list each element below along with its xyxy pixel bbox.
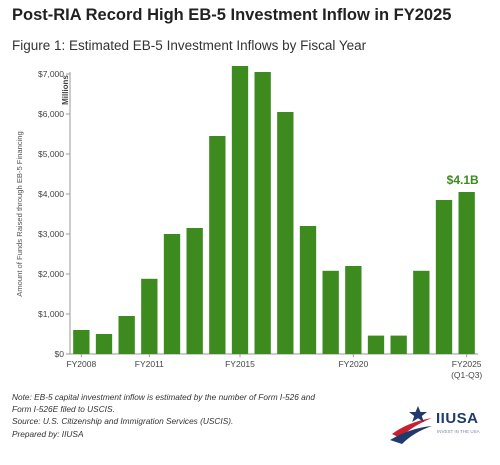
prepared-by-line: Prepared by: IIUSA [12, 428, 84, 439]
x-tick-label: FY2020 [338, 359, 368, 369]
y-tick-label: $6,000 [38, 109, 64, 119]
bar-fy2017 [277, 112, 294, 354]
y-tick-label: $0 [55, 349, 65, 359]
y-tick-label: $5,000 [38, 149, 64, 159]
bar-fy2021 [367, 335, 385, 354]
bar-fy2012 [163, 234, 181, 354]
chart-title: Post-RIA Record High EB-5 Investment Inf… [12, 6, 452, 24]
bar-fy2018 [299, 226, 317, 354]
note-line: Note: EB-5 capital investment inflow is … [12, 392, 315, 402]
x-tick-label: FY2015 [225, 359, 255, 369]
bar-fy2022 [390, 335, 407, 354]
x-tick-label: FY2025 [452, 359, 482, 369]
bar-fy2020 [345, 266, 362, 354]
bar-fy2023 [413, 270, 430, 354]
x-tick-label: FY2008 [66, 359, 96, 369]
bar-chart: $0 $1,000 $2,000 $3,000 $4,000 $5,000 $6,000 $7… [15, 66, 482, 380]
bar-fy2011 [141, 278, 158, 354]
y-tick-label: $7,000 [38, 69, 64, 79]
logo-wordmark: IIUSA [436, 410, 479, 427]
chart-notes: Note: EB-5 capital investment inflow is … [12, 391, 392, 440]
y-tick-label: $4,000 [38, 189, 64, 199]
bar-fy2009 [95, 334, 113, 354]
bar-fy2024 [435, 200, 453, 354]
y-unit-label: Millions [61, 75, 70, 105]
y-tick-label: $1,000 [38, 309, 64, 319]
star-swoosh-icon [390, 406, 432, 444]
x-tick-label: FY2011 [135, 359, 164, 369]
y-tick-label: $2,000 [38, 269, 64, 279]
source-line: Source: U.S. Citizenship and Immigration… [12, 416, 234, 427]
note-line: Form I-526E filed to USCIS. [12, 404, 115, 415]
bar-fy2008 [73, 330, 90, 354]
bar-fy2016 [254, 72, 271, 354]
bar-fy2015 [231, 66, 249, 354]
y-tick-label: $3,000 [38, 229, 64, 239]
bar-fy2010 [118, 316, 135, 354]
iiusa-logo: IIUSA INVEST IN THE USA [388, 404, 496, 446]
bar-fy2019 [322, 270, 339, 354]
chart-subtitle: Figure 1: Estimated EB-5 Investment Infl… [12, 38, 367, 53]
bar-fy2013 [186, 228, 203, 354]
value-annotation: $4.1B [447, 173, 479, 187]
bar-fy2014 [209, 136, 226, 354]
bar-fy2025 [458, 192, 475, 354]
y-axis-title: Amount of Funds Raised through EB-5 Fina… [15, 131, 24, 296]
logo-tagline: INVEST IN THE USA [437, 429, 480, 434]
x-tick-sublabel: (Q1-Q3) [451, 370, 482, 380]
